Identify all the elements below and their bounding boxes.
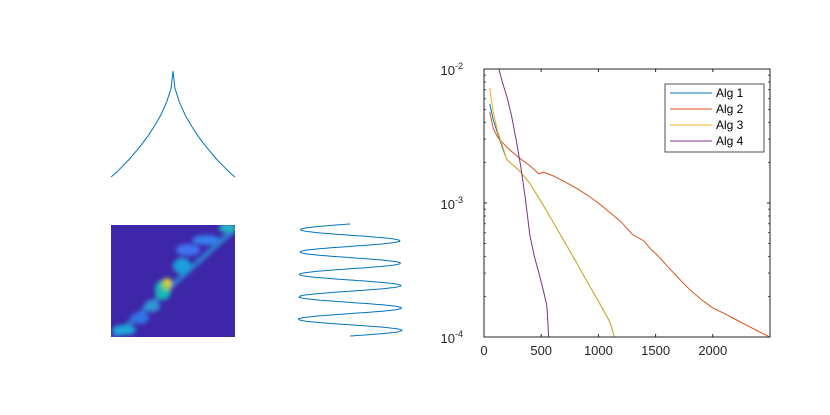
x-axis: 0 500 1000 1500 2000 xyxy=(480,69,727,358)
heatmap-ridge xyxy=(111,225,235,337)
series-line-3 xyxy=(489,88,615,337)
y-tick-exponent: -2 xyxy=(455,61,463,71)
y-tick-base: 10 xyxy=(441,331,455,346)
legend-label: Alg 3 xyxy=(716,118,744,132)
cusp-curve xyxy=(110,70,236,178)
helix-curve xyxy=(297,223,403,337)
y-tick-label: 10-3 xyxy=(441,195,463,212)
heatmap-blob xyxy=(219,225,235,233)
y-tick-base: 10 xyxy=(441,63,455,78)
x-tick-label: 2000 xyxy=(698,343,727,358)
series-line-4 xyxy=(498,69,550,337)
y-tick-exponent: -4 xyxy=(455,329,463,339)
series-layer xyxy=(489,69,770,337)
heatmap-blob xyxy=(131,312,149,324)
legend-label: Alg 2 xyxy=(716,102,744,116)
y-tick-label: 10-2 xyxy=(441,61,463,78)
y-axis: 10-410-310-2 xyxy=(441,61,770,346)
heatmap-blob xyxy=(173,258,191,274)
x-tick-label: 1000 xyxy=(584,343,613,358)
y-tick-exponent: -3 xyxy=(455,195,463,205)
x-tick-label: 1500 xyxy=(641,343,670,358)
cusp-panel xyxy=(110,70,236,178)
x-tick-label: 0 xyxy=(480,343,487,358)
heatmap-blob xyxy=(176,244,200,256)
y-tick-label: 10-4 xyxy=(441,329,463,346)
legend: Alg 1 Alg 2 Alg 3 Alg 4 xyxy=(664,83,765,153)
heatmap-blob xyxy=(112,325,136,335)
heatmap-blob xyxy=(165,279,171,285)
y-tick-base: 10 xyxy=(441,197,455,212)
series-line-2 xyxy=(489,111,770,337)
heatmap-panel xyxy=(111,225,235,337)
heatmap-blob xyxy=(144,300,160,312)
legend-box xyxy=(664,83,765,153)
x-tick-label: 500 xyxy=(530,343,552,358)
heatmap-blob xyxy=(192,235,220,245)
legend-label: Alg 4 xyxy=(716,134,744,148)
legend-label: Alg 1 xyxy=(716,86,744,100)
heatmap-blobs xyxy=(111,225,235,337)
helix-panel xyxy=(297,223,403,337)
